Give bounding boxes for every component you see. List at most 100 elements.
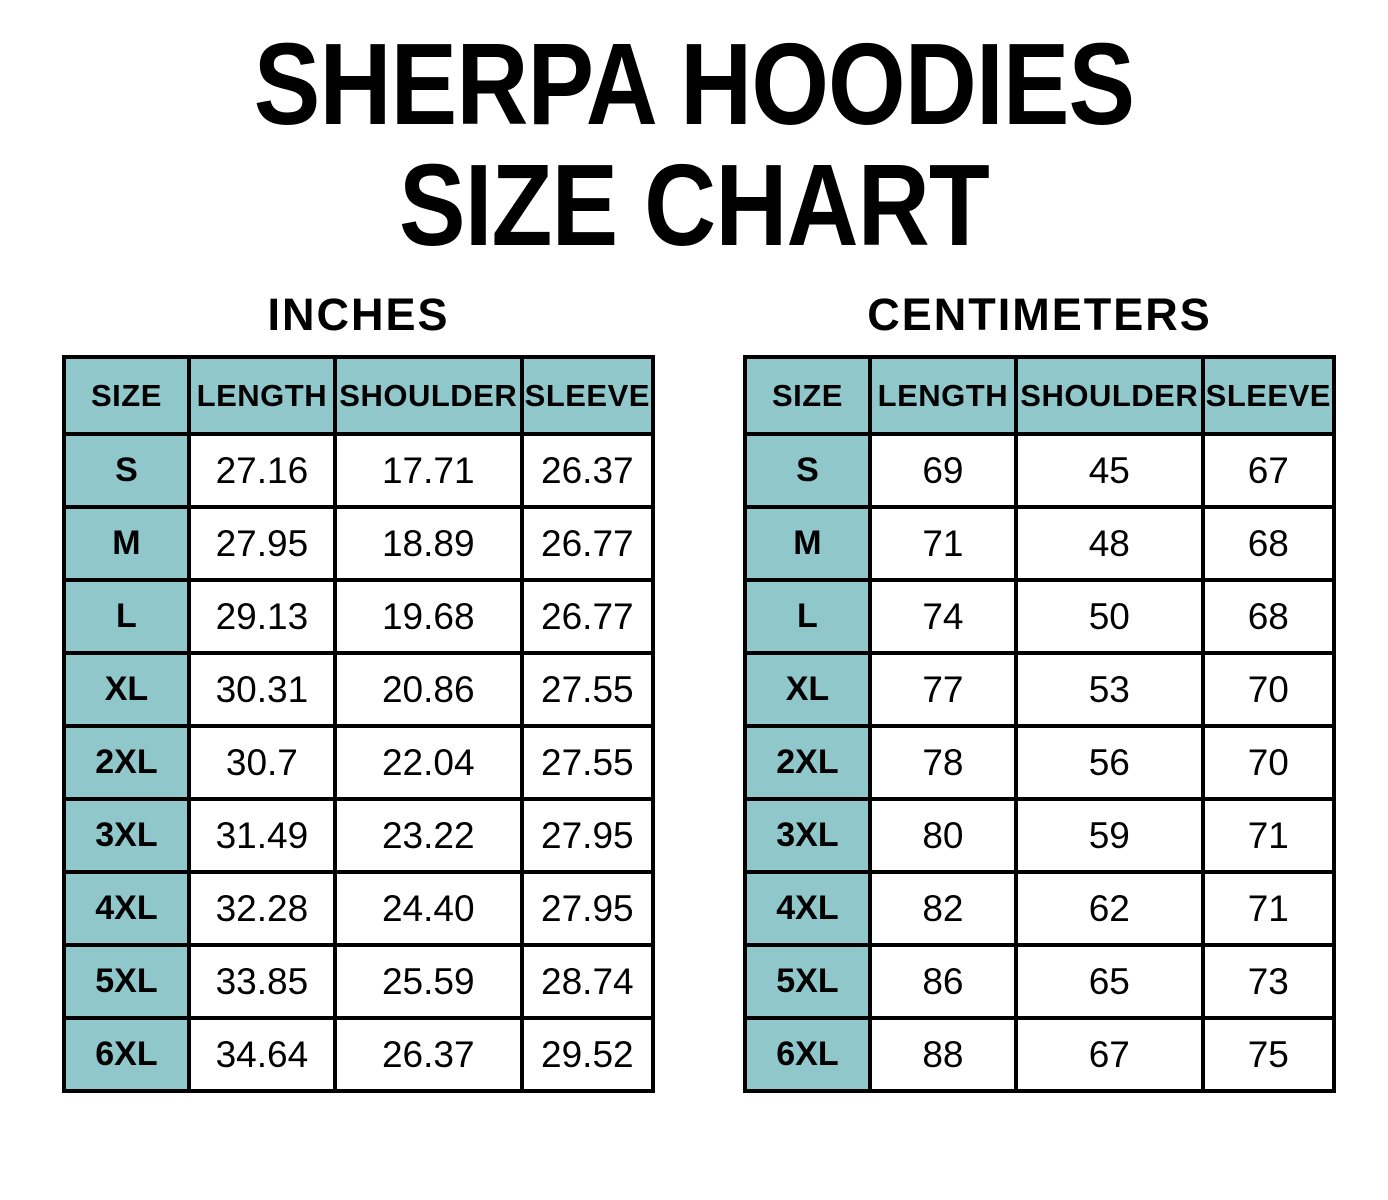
measurement-value-cell: 26.77: [519, 505, 656, 583]
measurement-value-cell: 30.7: [186, 724, 337, 802]
measurement-value-cell: 71: [1200, 797, 1337, 875]
size-label-cell: 3XL: [62, 797, 191, 875]
table-row-4xl: 4XL 32.28 24.40 27.95: [62, 870, 656, 948]
measurement-value-cell: 78: [867, 724, 1018, 802]
table-row-l: L 29.13 19.68 26.77: [62, 578, 656, 656]
measurement-value-cell: 62: [1013, 870, 1205, 948]
table-row-5xl: 5XL 33.85 25.59 28.74: [62, 943, 656, 1021]
size-label-cell: 4XL: [62, 870, 191, 948]
measurement-value-cell: 27.95: [186, 505, 337, 583]
tables-container: INCHES SIZE LENGTH SHOULDER SLEEVE S 27.16 17.…: [0, 265, 1388, 1094]
centimeters-table: SIZE LENGTH SHOULDER SLEEVE S 69 45 67 M 71 48 68 L 7…: [743, 355, 1337, 1094]
measurement-value-cell: 26.37: [332, 1016, 524, 1094]
table-row-xl: XL 77 53 70: [743, 651, 1337, 729]
column-header-length: LENGTH: [867, 355, 1018, 437]
measurement-value-cell: 59: [1013, 797, 1205, 875]
measurement-value-cell: 68: [1200, 578, 1337, 656]
measurement-value-cell: 65: [1013, 943, 1205, 1021]
measurement-value-cell: 30.31: [186, 651, 337, 729]
measurement-value-cell: 19.68: [332, 578, 524, 656]
measurement-value-cell: 34.64: [186, 1016, 337, 1094]
measurement-value-cell: 29.52: [519, 1016, 656, 1094]
measurement-value-cell: 31.49: [186, 797, 337, 875]
table-row-2xl: 2XL 78 56 70: [743, 724, 1337, 802]
measurement-value-cell: 32.28: [186, 870, 337, 948]
measurement-value-cell: 45: [1013, 432, 1205, 510]
size-label-cell: 4XL: [743, 870, 872, 948]
measurement-value-cell: 27.16: [186, 432, 337, 510]
size-label-cell: XL: [743, 651, 872, 729]
centimeters-heading: CENTIMETERS: [867, 289, 1212, 341]
table-row-3xl: 3XL 80 59 71: [743, 797, 1337, 875]
measurement-value-cell: 88: [867, 1016, 1018, 1094]
size-label-cell: 5XL: [62, 943, 191, 1021]
size-label-cell: S: [743, 432, 872, 510]
column-header-sleeve: SLEEVE: [1200, 355, 1337, 437]
measurement-value-cell: 86: [867, 943, 1018, 1021]
inches-section: INCHES SIZE LENGTH SHOULDER SLEEVE S 27.16 17.…: [62, 289, 656, 1094]
measurement-value-cell: 20.86: [332, 651, 524, 729]
inches-heading: INCHES: [267, 289, 450, 341]
measurement-value-cell: 53: [1013, 651, 1205, 729]
measurement-value-cell: 70: [1200, 651, 1337, 729]
measurement-value-cell: 24.40: [332, 870, 524, 948]
table-row-2xl: 2XL 30.7 22.04 27.55: [62, 724, 656, 802]
centimeters-section: CENTIMETERS SIZE LENGTH SHOULDER SLEEVE S 69 4…: [743, 289, 1337, 1094]
measurement-value-cell: 77: [867, 651, 1018, 729]
table-row-6xl: 6XL 88 67 75: [743, 1016, 1337, 1094]
header-row: SIZE LENGTH SHOULDER SLEEVE: [743, 355, 1337, 437]
table-row-m: M 71 48 68: [743, 505, 1337, 583]
measurement-value-cell: 75: [1200, 1016, 1337, 1094]
measurement-value-cell: 82: [867, 870, 1018, 948]
inches-table: SIZE LENGTH SHOULDER SLEEVE S 27.16 17.71 26.37…: [62, 355, 656, 1094]
table-row-s: S 27.16 17.71 26.37: [62, 432, 656, 510]
table-row-6xl: 6XL 34.64 26.37 29.52: [62, 1016, 656, 1094]
measurement-value-cell: 68: [1200, 505, 1337, 583]
measurement-value-cell: 26.37: [519, 432, 656, 510]
size-label-cell: 2XL: [743, 724, 872, 802]
measurement-value-cell: 33.85: [186, 943, 337, 1021]
measurement-value-cell: 29.13: [186, 578, 337, 656]
measurement-value-cell: 69: [867, 432, 1018, 510]
measurement-value-cell: 67: [1200, 432, 1337, 510]
measurement-value-cell: 48: [1013, 505, 1205, 583]
measurement-value-cell: 27.95: [519, 797, 656, 875]
title-line-1: SHERPA HOODIES: [253, 19, 1135, 149]
measurement-value-cell: 71: [867, 505, 1018, 583]
measurement-value-cell: 26.77: [519, 578, 656, 656]
measurement-value-cell: 67: [1013, 1016, 1205, 1094]
measurement-value-cell: 18.89: [332, 505, 524, 583]
size-label-cell: 6XL: [743, 1016, 872, 1094]
measurement-value-cell: 73: [1200, 943, 1337, 1021]
page-title: SHERPA HOODIES SIZE CHART: [97, 0, 1291, 265]
size-label-cell: M: [743, 505, 872, 583]
column-header-size: SIZE: [743, 355, 872, 437]
measurement-value-cell: 28.74: [519, 943, 656, 1021]
table-row-4xl: 4XL 82 62 71: [743, 870, 1337, 948]
column-header-shoulder: SHOULDER: [332, 355, 524, 437]
size-label-cell: 6XL: [62, 1016, 191, 1094]
size-label-cell: 2XL: [62, 724, 191, 802]
size-label-cell: S: [62, 432, 191, 510]
size-label-cell: 5XL: [743, 943, 872, 1021]
measurement-value-cell: 27.95: [519, 870, 656, 948]
measurement-value-cell: 71: [1200, 870, 1337, 948]
table-row-5xl: 5XL 86 65 73: [743, 943, 1337, 1021]
measurement-value-cell: 22.04: [332, 724, 524, 802]
table-row-xl: XL 30.31 20.86 27.55: [62, 651, 656, 729]
measurement-value-cell: 50: [1013, 578, 1205, 656]
measurement-value-cell: 70: [1200, 724, 1337, 802]
table-row-l: L 74 50 68: [743, 578, 1337, 656]
size-label-cell: XL: [62, 651, 191, 729]
size-label-cell: 3XL: [743, 797, 872, 875]
header-row: SIZE LENGTH SHOULDER SLEEVE: [62, 355, 656, 437]
measurement-value-cell: 80: [867, 797, 1018, 875]
column-header-size: SIZE: [62, 355, 191, 437]
measurement-value-cell: 74: [867, 578, 1018, 656]
column-header-shoulder: SHOULDER: [1013, 355, 1205, 437]
measurement-value-cell: 25.59: [332, 943, 524, 1021]
title-line-2: SIZE CHART: [399, 139, 990, 270]
table-row-m: M 27.95 18.89 26.77: [62, 505, 656, 583]
measurement-value-cell: 23.22: [332, 797, 524, 875]
